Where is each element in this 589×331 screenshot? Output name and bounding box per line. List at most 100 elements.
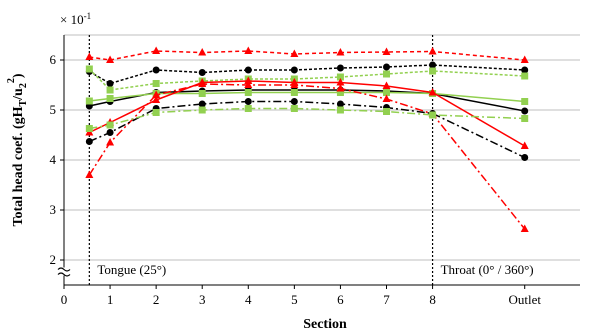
data-point (244, 66, 252, 74)
data-point (290, 49, 299, 57)
data-point (152, 90, 161, 98)
data-point (521, 107, 529, 115)
data-point (85, 65, 93, 73)
data-point (85, 170, 94, 178)
data-point (290, 98, 298, 105)
data-point (521, 115, 529, 122)
x-tick-label: 1 (107, 292, 114, 307)
data-point (428, 88, 437, 96)
annotation-lines: Tongue (25°) Throat (0° / 360°) (88, 35, 534, 285)
data-point (521, 98, 529, 105)
data-point (336, 48, 345, 56)
data-point (382, 94, 391, 102)
series (85, 76, 529, 149)
data-point (382, 81, 391, 89)
x-tick-label: 8 (429, 292, 436, 307)
data-point (106, 80, 114, 87)
x-tick-label: 4 (245, 292, 252, 307)
series-line (89, 91, 525, 103)
data-point (152, 80, 160, 87)
data-point (521, 66, 529, 74)
data-point (382, 47, 391, 55)
data-point (106, 55, 115, 63)
series-line (88, 64, 525, 85)
x-tick-label: 6 (337, 292, 344, 307)
series (85, 46, 529, 63)
data-point (336, 106, 344, 114)
data-point (521, 154, 529, 161)
data-point (152, 109, 160, 116)
multiplier-label: × 10-1 (60, 11, 91, 27)
data-point (244, 89, 252, 96)
data-point (336, 64, 344, 72)
x-tick-label: 5 (291, 292, 298, 307)
x-tick-label: 3 (199, 292, 206, 307)
data-point (106, 95, 114, 102)
data-point (106, 129, 114, 136)
y-tick-label: 3 (50, 202, 57, 217)
data-point (152, 95, 161, 103)
series-line (89, 100, 526, 159)
data-point (290, 105, 298, 112)
data-point (336, 84, 345, 92)
data-point (106, 121, 114, 129)
data-point (521, 72, 529, 80)
data-point (106, 138, 115, 146)
data-point (244, 105, 252, 112)
data-point (198, 106, 206, 114)
series-line (88, 68, 525, 91)
data-point (336, 89, 344, 96)
data-point (85, 52, 94, 60)
data-point (244, 76, 253, 84)
series-line (89, 50, 525, 61)
data-point (85, 97, 93, 105)
data-point (198, 69, 206, 76)
data-point (520, 224, 529, 232)
y-axis-title: Total head coef. (gHT/u22) (6, 73, 29, 226)
x-tick-label: 7 (383, 292, 390, 307)
y-tick-label: 5 (50, 102, 57, 117)
data-point (244, 80, 253, 88)
data-point (198, 100, 206, 108)
data-point (290, 66, 298, 74)
x-axis-title: Section (303, 317, 347, 331)
x-tick-label: 2 (153, 292, 160, 307)
data-point (85, 125, 93, 132)
y-tick-label: 4 (50, 152, 57, 167)
annotation-label: Tongue (25°) (97, 262, 166, 277)
series (85, 105, 529, 132)
data-point (428, 47, 437, 55)
y-tick-label: 6 (50, 52, 57, 67)
grid (64, 34, 580, 261)
data-point (336, 100, 344, 108)
data-point (152, 66, 160, 74)
series (85, 61, 529, 87)
annotation-label: Throat (0° / 360°) (441, 262, 534, 277)
data-point (429, 111, 437, 119)
data-point (429, 61, 437, 69)
data-point (383, 108, 390, 115)
data-point (198, 79, 207, 87)
y-tick-label: 2 (50, 252, 57, 267)
data-point (336, 78, 345, 86)
data-point (520, 141, 529, 149)
data-point (85, 138, 93, 145)
axis-break-mark (57, 267, 71, 277)
data-point (106, 86, 114, 94)
data-point (383, 89, 390, 96)
series-line (89, 107, 525, 130)
data-point (383, 63, 390, 71)
data-point (520, 55, 529, 63)
series-layer (85, 46, 529, 232)
axis-break-bg (59, 267, 69, 276)
axes: 2 3 4 5 6 0 1 2 3 4 5 6 7 8 Outlet (50, 35, 580, 307)
data-point (429, 67, 437, 75)
x-tick-label: 0 (61, 292, 68, 307)
labels: × 10-1 Section Total head coef. (gHT/u22… (6, 11, 347, 331)
data-point (290, 80, 299, 88)
data-point (336, 73, 344, 81)
data-point (244, 46, 253, 54)
series-line (88, 80, 526, 147)
data-point (244, 98, 252, 105)
